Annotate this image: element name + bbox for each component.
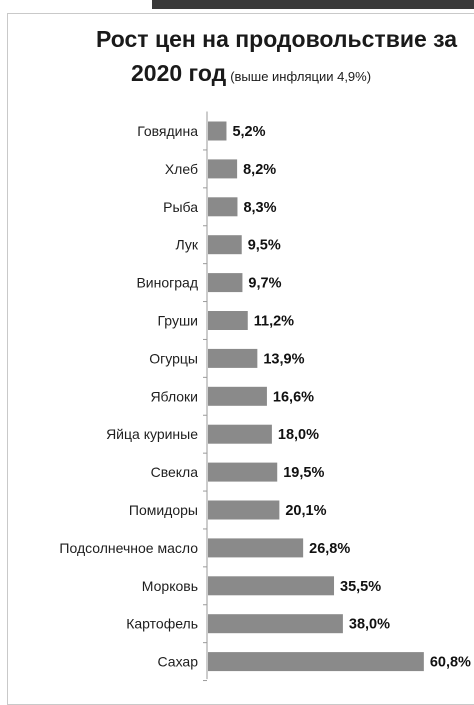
- value-label: 9,5%: [248, 238, 281, 254]
- bar: [208, 159, 238, 179]
- bar-chart: Говядина 5,2% Хлеб 8,2% Рыба 8,3% Лук 9,5% Виног…: [59, 111, 471, 682]
- bar: [208, 614, 343, 634]
- category-label: Говядина: [137, 123, 198, 139]
- bar: [208, 311, 248, 330]
- bar: [208, 652, 424, 672]
- category-label: Помидоры: [129, 502, 198, 518]
- bar: [208, 538, 304, 558]
- value-label: 18,0%: [278, 427, 319, 443]
- bar: [208, 386, 267, 406]
- category-label: Огурцы: [149, 350, 198, 366]
- bar: [208, 500, 280, 520]
- top-strip: [152, 0, 474, 9]
- value-label: 38,0%: [349, 617, 390, 633]
- chart-subtitle: (выше инфляции 4,9%): [230, 69, 372, 84]
- category-label: Рыба: [163, 199, 198, 215]
- value-label: 8,3%: [243, 200, 276, 216]
- bar: [208, 197, 238, 217]
- chart-title-year: 2020 год: [131, 60, 227, 86]
- bar: [208, 462, 278, 482]
- value-label: 16,6%: [273, 389, 314, 405]
- value-label: 8,2%: [243, 162, 276, 178]
- category-label: Морковь: [142, 578, 198, 594]
- category-label: Подсолнечное масло: [59, 540, 198, 556]
- category-label: Груши: [158, 313, 198, 329]
- category-label: Картофель: [126, 616, 198, 632]
- value-label: 60,8%: [430, 655, 471, 671]
- category-label: Яйца куриные: [106, 426, 198, 442]
- value-label: 26,8%: [309, 541, 350, 557]
- value-label: 35,5%: [340, 579, 381, 595]
- bar: [208, 121, 227, 141]
- value-label: 20,1%: [285, 503, 326, 519]
- bar: [208, 273, 243, 293]
- category-label: Виноград: [136, 275, 198, 291]
- value-label: 13,9%: [263, 351, 304, 367]
- chart-title: Рост цен на продовольствие за: [96, 26, 458, 52]
- category-label: Яблоки: [150, 388, 198, 404]
- value-label: 5,2%: [232, 124, 265, 140]
- category-label: Свекла: [151, 464, 199, 480]
- value-label: 11,2%: [254, 314, 294, 330]
- value-label: 19,5%: [283, 465, 324, 481]
- bar: [208, 235, 242, 255]
- category-label: Лук: [176, 237, 199, 253]
- category-label: Хлеб: [165, 161, 198, 177]
- bar: [208, 576, 335, 596]
- bar: [208, 424, 272, 444]
- bar: [208, 348, 258, 368]
- value-label: 9,7%: [248, 276, 281, 292]
- chart-title-line2: 2020 год (выше инфляции 4,9%): [131, 60, 474, 87]
- category-label: Сахар: [158, 654, 199, 670]
